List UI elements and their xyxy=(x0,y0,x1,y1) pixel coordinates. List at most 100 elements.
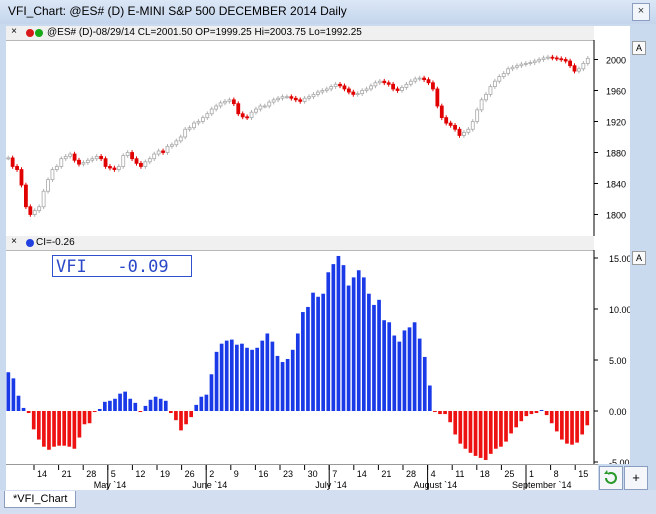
price-candle xyxy=(537,59,542,62)
vfi-bar xyxy=(229,339,234,411)
price-candle xyxy=(488,86,493,95)
price-candle xyxy=(231,99,236,105)
price-candle xyxy=(59,158,64,167)
x-tick-label: 14 xyxy=(357,469,367,479)
vfi-bar xyxy=(570,411,574,445)
price-candle xyxy=(528,62,533,65)
vfi-bar xyxy=(128,398,133,411)
vfi-bar xyxy=(483,411,488,460)
vfi-bar xyxy=(194,404,199,411)
price-y-tick-label: 2000 xyxy=(606,56,626,66)
vfi-bar xyxy=(235,344,239,411)
vfi-y-tick-label: -5.00 xyxy=(609,458,630,464)
price-candle xyxy=(147,158,152,163)
vfi-bar xyxy=(123,391,127,411)
price-candle xyxy=(519,63,524,67)
vfi-bar xyxy=(336,255,341,411)
price-candle xyxy=(475,109,480,122)
vfi-bar xyxy=(255,347,260,411)
price-y-axis: 1800 1840 1880 1920 1960 2000 xyxy=(594,56,626,221)
price-candle xyxy=(541,57,546,60)
price-candle xyxy=(444,117,449,124)
x-tick-label: 30 xyxy=(308,469,318,479)
vfi-bar xyxy=(331,264,336,411)
price-candle xyxy=(121,155,126,167)
vfi-bar xyxy=(31,411,36,430)
x-tick-label: 5 xyxy=(111,469,116,479)
price-candle xyxy=(85,159,90,163)
vfi-bar xyxy=(453,411,458,435)
vfi-bar xyxy=(514,411,519,428)
price-candle xyxy=(183,128,188,138)
vfi-bar xyxy=(427,385,432,411)
month-label: July `14 xyxy=(315,480,347,490)
vfi-bar xyxy=(509,411,513,434)
vfi-bar xyxy=(6,372,11,411)
price-candle xyxy=(369,85,373,90)
price-y-tick-label: 1880 xyxy=(606,149,626,159)
price-candle xyxy=(289,96,294,99)
price-candle xyxy=(19,169,24,186)
indicator-pane-a-button[interactable]: A xyxy=(632,251,646,265)
price-candle xyxy=(249,111,254,119)
vfi-bar xyxy=(301,312,305,411)
refresh-button[interactable] xyxy=(599,466,623,490)
add-button[interactable]: + xyxy=(624,466,648,490)
vfi-bar xyxy=(97,408,102,411)
vfi-bar xyxy=(169,411,173,414)
price-candle xyxy=(324,88,329,91)
x-tick-label: 8 xyxy=(554,469,559,479)
price-candle xyxy=(209,108,214,115)
price-candle xyxy=(130,152,134,160)
vfi-label: VFI -0.09 xyxy=(52,255,192,277)
vfi-bar xyxy=(504,411,508,442)
vfi-bar xyxy=(184,411,188,425)
price-candle xyxy=(479,99,484,111)
price-candle xyxy=(125,152,130,156)
vfi-bar xyxy=(412,322,417,411)
price-candle xyxy=(532,60,537,63)
vfi-bar xyxy=(158,398,163,411)
vfi-bar xyxy=(321,293,326,411)
price-candle xyxy=(28,206,33,215)
vfi-chart: -5.00 0.00 5.00 10.00 15.00 xyxy=(6,250,630,464)
vfi-bar xyxy=(554,411,559,432)
x-tick-label: 11 xyxy=(455,469,464,479)
price-candle xyxy=(112,167,117,170)
vfi-bar xyxy=(143,405,148,411)
x-axis[interactable]: 14 21 28 5 12 19 26 2 9 16 23 30 7 14 21 28 4 11 18 25 1 8 15 M… xyxy=(6,464,598,491)
x-tick-label: 14 xyxy=(37,469,47,479)
price-candle xyxy=(187,127,192,130)
vfi-bar xyxy=(250,349,254,411)
sheet-tab[interactable]: *VFI_Chart xyxy=(4,491,77,508)
price-candle xyxy=(298,99,303,102)
price-candle xyxy=(285,96,289,99)
price-candles xyxy=(6,54,590,217)
price-pane[interactable] xyxy=(6,26,630,236)
price-candle xyxy=(559,58,564,61)
vfi-y-axis: -5.00 0.00 5.00 10.00 15.00 xyxy=(594,254,630,464)
vfi-bar xyxy=(285,358,290,411)
price-pane-close-button[interactable]: × xyxy=(11,26,17,37)
price-candle xyxy=(81,162,86,165)
price-candle xyxy=(382,80,387,84)
vfi-bar xyxy=(585,411,590,426)
price-candle xyxy=(134,158,139,164)
close-button[interactable]: × xyxy=(632,3,650,21)
price-candle xyxy=(90,158,95,161)
vfi-bar xyxy=(580,411,585,435)
vfi-bar xyxy=(372,304,376,411)
price-pane-a-button[interactable]: A xyxy=(632,41,646,55)
vfi-bar xyxy=(575,411,579,443)
vfi-bar xyxy=(539,409,544,411)
price-candle xyxy=(404,83,409,88)
price-candle xyxy=(417,77,422,80)
x-tick-label: 18 xyxy=(480,469,490,479)
indicator-pane-close-button[interactable]: × xyxy=(11,236,17,247)
sheet-tab-bar: *VFI_Chart xyxy=(0,490,656,514)
vfi-bar xyxy=(82,411,87,425)
vfi-bar xyxy=(433,411,437,413)
price-candle xyxy=(205,113,210,119)
vfi-bar xyxy=(47,411,51,450)
